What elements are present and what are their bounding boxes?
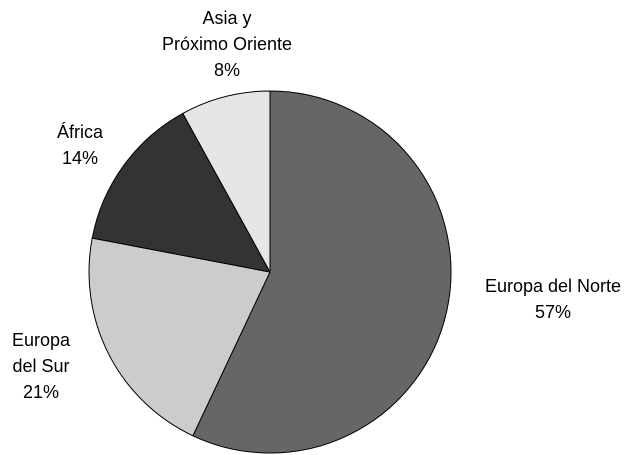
label-europa-del-norte-percent: 57% <box>535 302 571 322</box>
pie-slice-sur <box>88 237 271 437</box>
label-asia-line2: Próximo Oriente <box>162 34 292 54</box>
label-europa-del-sur-percent: 21% <box>23 382 59 402</box>
pie-slice-norte <box>192 90 452 454</box>
label-asia-line1: Asia y <box>202 8 251 28</box>
label-africa-percent: 14% <box>62 148 98 168</box>
label-europa-del-norte: Europa del Norte <box>485 276 621 296</box>
label-europa-del-sur-line1: Europa <box>12 330 71 350</box>
pie-slice-asia <box>182 90 271 273</box>
pie-slice-africa <box>91 112 271 273</box>
pie-slices <box>88 90 452 454</box>
label-europa-del-sur-line2: del Sur <box>12 356 69 376</box>
label-africa: África <box>57 122 104 142</box>
label-asia-percent: 8% <box>214 60 240 80</box>
